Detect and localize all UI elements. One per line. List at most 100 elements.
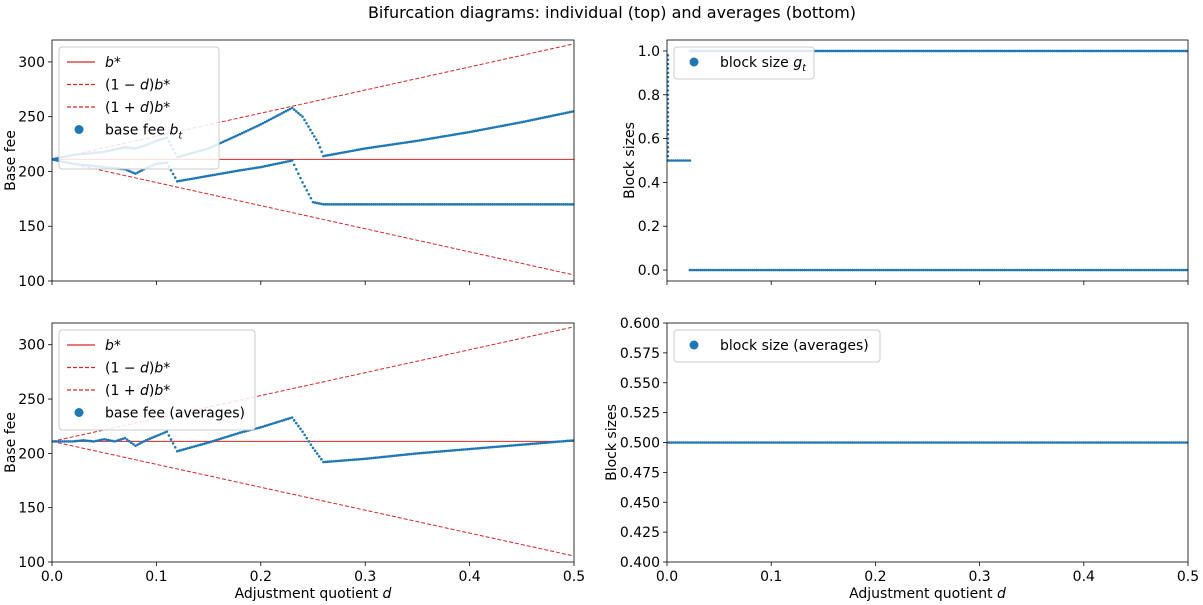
data-point [801,441,804,444]
data-point [667,97,670,101]
legend-label-part: (1 + [105,383,140,399]
data-point [932,441,936,444]
data-point [357,148,361,151]
data-point [930,268,933,272]
data-point [919,49,923,53]
data-point [897,268,900,272]
data-point [409,203,413,206]
data-point [999,49,1002,53]
data-point [171,172,175,176]
data-point [676,441,679,444]
data-point [1074,268,1077,272]
legend-label-part: (1 + [105,100,140,116]
data-point [882,268,886,272]
data-point [667,106,670,110]
data-point [1159,441,1163,444]
data-point [330,460,334,463]
data-point [551,440,555,444]
data-point [819,268,823,272]
data-point [215,173,219,176]
data-point [667,67,670,70]
data-point [138,170,141,173]
data-point [328,153,332,157]
data-point [234,432,238,436]
data-point [1065,268,1069,272]
data-point [853,441,856,444]
data-point [439,450,442,453]
legend-label-part: ) [149,383,154,399]
data-point [537,441,540,445]
data-point [842,268,846,272]
data-point [307,192,311,196]
data-point [707,441,710,444]
data-point [667,124,670,127]
data-point [487,127,490,130]
data-point [713,441,717,444]
data-point [667,76,670,79]
data-point [336,459,340,463]
data-point [219,172,223,175]
data-point [953,441,956,444]
data-point [834,268,838,272]
data-point [309,128,312,132]
subplot-top-right: 0.0 0.2 0.4 0.6 0.8 1.0 Block sizes block size … [622,39,1189,285]
data-point [411,203,415,206]
data-point [472,129,476,133]
legend-label-part: ) [149,361,154,377]
data-point [849,441,852,444]
data-point [570,110,574,113]
data-point [253,126,256,129]
data-point [1013,49,1017,53]
data-point [476,203,480,206]
data-point [955,268,958,272]
data-point [1015,49,1019,53]
data-point [1049,49,1052,53]
data-point [678,159,681,162]
data-point [761,441,765,444]
data-point [1017,268,1021,272]
data-point [728,441,731,444]
data-point [213,439,217,442]
data-point [936,268,940,272]
data-point [901,49,904,53]
data-point [938,441,942,444]
data-point [699,441,702,444]
data-point [1132,441,1136,444]
data-point [403,141,407,144]
data-point [957,441,961,444]
data-point [301,115,304,118]
y-tick-label: 0.550 [620,376,660,392]
data-point [249,127,252,131]
data-point [1142,49,1146,53]
data-point [384,144,388,147]
data-point [999,268,1002,272]
legend-label-part: b [154,78,163,94]
data-point [872,49,875,53]
data-point [1157,441,1161,444]
data-point [724,268,727,272]
data-point [1178,268,1181,272]
data-point [420,203,423,206]
data-point [71,440,75,443]
data-point [288,159,292,163]
data-point [345,203,348,206]
legend-label-part: * [163,383,170,399]
data-point [441,135,444,138]
data-point [516,203,519,206]
data-point [77,439,81,443]
data-point [1003,441,1006,444]
legend-box [58,329,256,431]
data-point [318,146,322,149]
data-point [974,49,977,53]
legend-label-part: * [114,55,121,71]
data-point [326,203,329,206]
data-point [1165,49,1169,53]
data-point [451,133,455,137]
data-point [899,49,902,53]
data-point [482,446,486,450]
data-point [919,268,923,272]
data-point [1145,268,1148,272]
data-point [721,268,725,272]
data-point [353,149,357,152]
data-point [428,451,432,454]
